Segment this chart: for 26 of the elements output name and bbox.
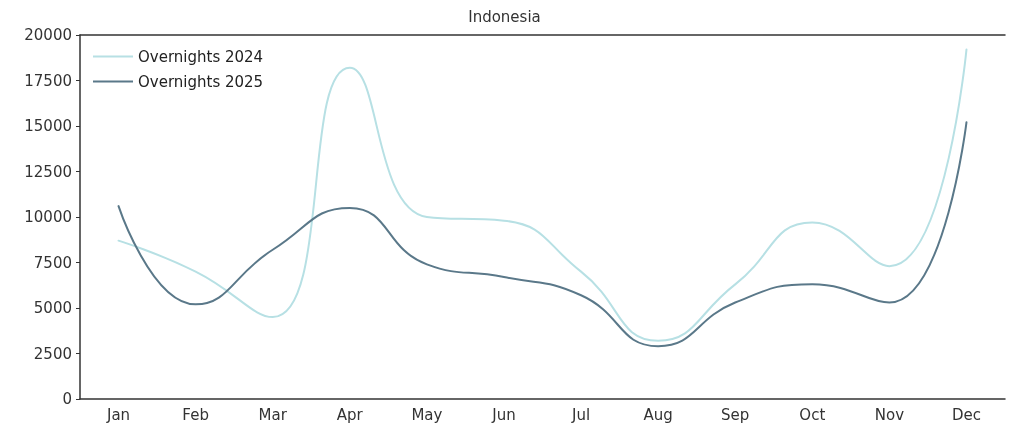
chart-title: Indonesia [468, 7, 541, 26]
line-series [117, 121, 968, 348]
x-tick-label: Feb [182, 405, 209, 424]
y-tick-label: 12500 [24, 162, 72, 181]
x-tick-label: Jul [570, 405, 591, 424]
legend-label: Overnights 2025 [138, 72, 264, 91]
y-tick-label: 10000 [24, 208, 72, 226]
x-tick-label: Sep [721, 405, 750, 424]
y-tick-label: 15000 [24, 117, 72, 135]
x-tick-label: Mar [258, 405, 288, 424]
y-tick-label: 20000 [24, 26, 72, 44]
x-tick-label: Apr [336, 405, 364, 424]
x-tick-label: Nov [874, 405, 905, 424]
y-tick-label: 7500 [33, 253, 72, 272]
x-tick-label: Aug [643, 405, 673, 424]
y-tick-label: 0 [62, 390, 72, 408]
x-tick-label: Jun [491, 405, 516, 424]
y-tick-label: 17500 [24, 71, 72, 90]
legend-label: Overnights 2024 [138, 47, 264, 66]
line-series [117, 48, 968, 342]
x-tick-label: May [411, 405, 443, 424]
x-tick-label: Oct [799, 405, 826, 424]
y-tick-label: 2500 [33, 344, 72, 363]
y-tick-label: 5000 [33, 299, 72, 317]
x-tick-label: Dec [951, 405, 981, 424]
x-tick-label: Jan [105, 405, 131, 424]
